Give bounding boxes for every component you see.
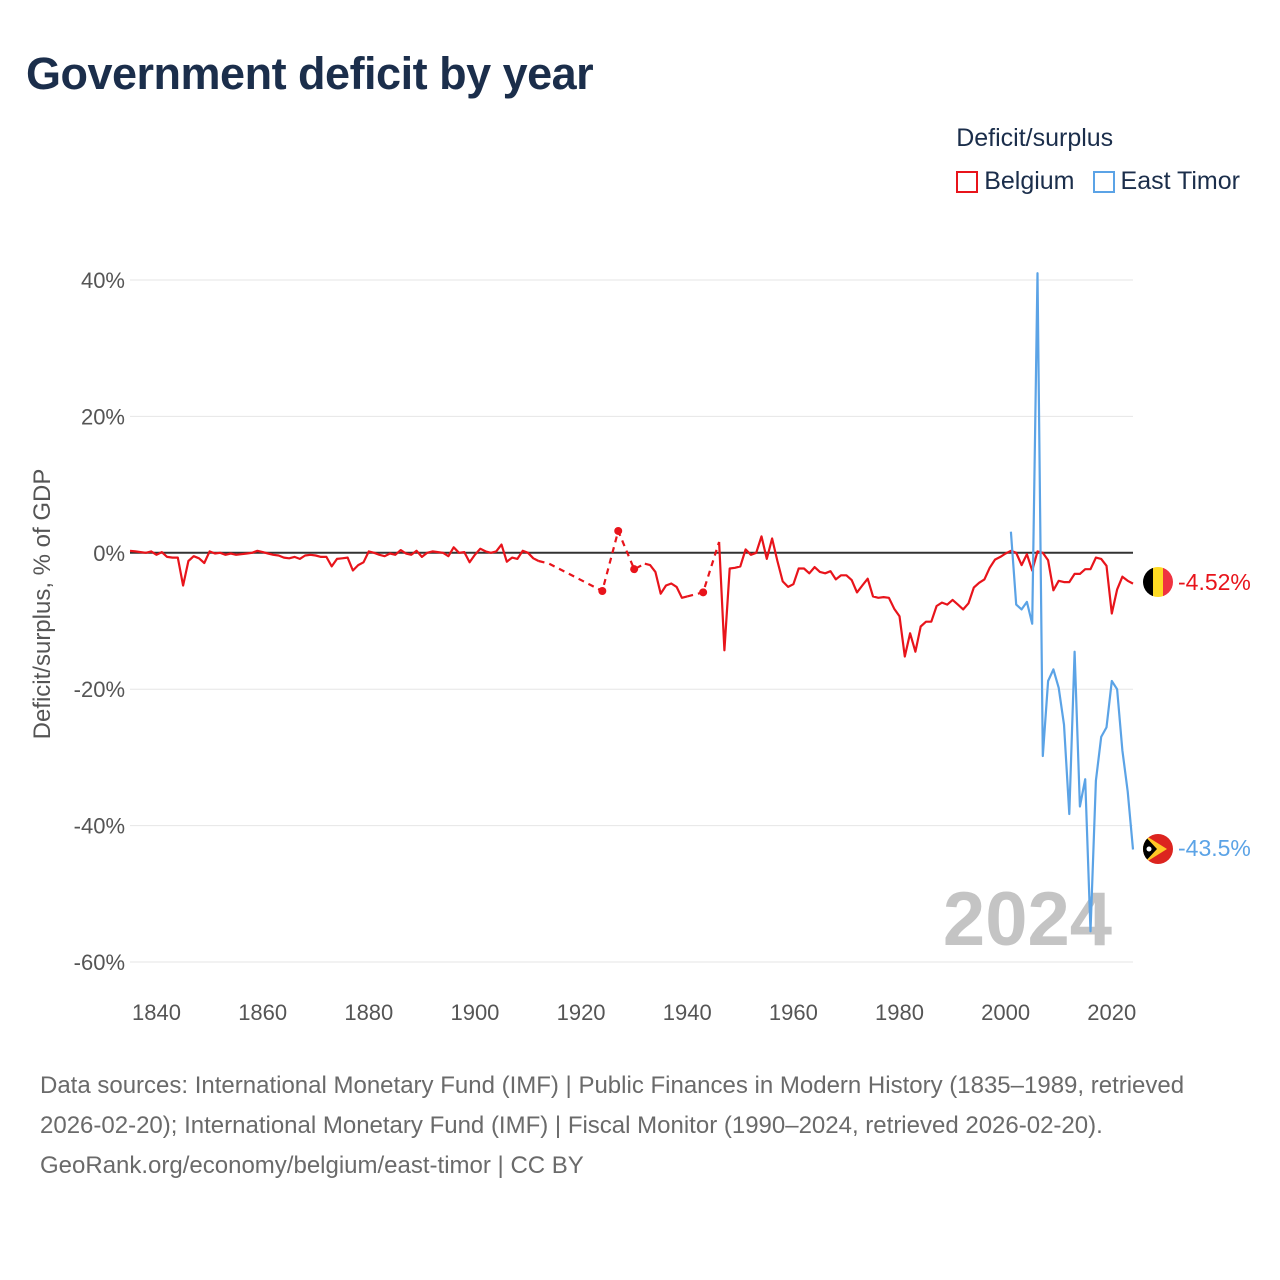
y-axis-label: Deficit/surplus, % of GDP xyxy=(29,469,56,740)
x-tick-label: 1860 xyxy=(238,1000,287,1025)
series-lines xyxy=(129,272,1135,933)
belgium-flag-icon xyxy=(1143,567,1173,597)
legend-item-belgium[interactable]: Belgium xyxy=(956,167,1075,196)
belgium-data-point xyxy=(598,586,607,595)
y-tick-label: 20% xyxy=(81,404,125,429)
chart-title: Government deficit by year xyxy=(26,48,594,99)
x-tick-label: 1880 xyxy=(344,1000,393,1025)
y-tick-label: -40% xyxy=(74,814,125,839)
legend-label-belgium: Belgium xyxy=(984,167,1075,195)
x-tick-label: 1980 xyxy=(875,1000,924,1025)
x-tick-label: 1840 xyxy=(132,1000,181,1025)
y-tick-label: -20% xyxy=(74,677,125,702)
x-tick-label: 1900 xyxy=(450,1000,499,1025)
belgium-series-line xyxy=(129,543,540,587)
belgium-data-point xyxy=(699,588,708,597)
y-tick-label: 0% xyxy=(93,541,125,566)
y-axis-ticks: 40% 20% 0% -20% -40% -60% xyxy=(74,268,125,975)
belgium-data-point xyxy=(614,526,623,535)
credit-link[interactable]: GeoRank.org/economy/belgium/east-timor |… xyxy=(40,1152,584,1179)
legend-label-east-timor: East Timor xyxy=(1120,167,1240,195)
belgium-series-line xyxy=(686,541,721,598)
x-tick-label: 2000 xyxy=(981,1000,1030,1025)
x-tick-label: 1920 xyxy=(557,1000,606,1025)
y-tick-label: -60% xyxy=(74,950,125,975)
belgium-series-line xyxy=(718,535,1134,658)
chart-area: 40% 20% 0% -20% -40% -60% 1840 1860 1880 1900 192… xyxy=(29,268,1251,1025)
legend-title: Deficit/surplus xyxy=(956,124,1114,152)
x-tick-label: 1960 xyxy=(769,1000,818,1025)
legend-item-east-timor[interactable]: East Timor xyxy=(1092,167,1240,196)
gridlines xyxy=(130,279,1133,963)
footer: Data sources: International Monetary Fun… xyxy=(40,1066,1240,1186)
y-tick-label: 40% xyxy=(81,268,125,293)
belgium-data-point xyxy=(630,565,639,574)
east-timor-end-label: -43.5% xyxy=(1178,835,1251,861)
belgium-end-label: -4.52% xyxy=(1178,569,1251,595)
belgium-series-line xyxy=(538,529,646,593)
legend-swatch-east-timor xyxy=(1092,170,1115,193)
x-axis-ticks: 1840 1860 1880 1900 1920 1940 1960 1980 2000 2020 xyxy=(132,1000,1136,1025)
legend: Deficit/surplus Belgium East Timor xyxy=(956,124,1240,196)
x-tick-label: 1940 xyxy=(663,1000,712,1025)
data-sources: Data sources: International Monetary Fun… xyxy=(40,1072,1185,1139)
east-timor-flag-icon xyxy=(1143,834,1173,864)
legend-swatch-belgium xyxy=(956,170,979,193)
east-timor-series-line xyxy=(1009,272,1135,933)
belgium-series-line xyxy=(644,562,688,599)
x-tick-label: 2020 xyxy=(1087,1000,1136,1025)
year-watermark: 2024 xyxy=(943,877,1112,962)
